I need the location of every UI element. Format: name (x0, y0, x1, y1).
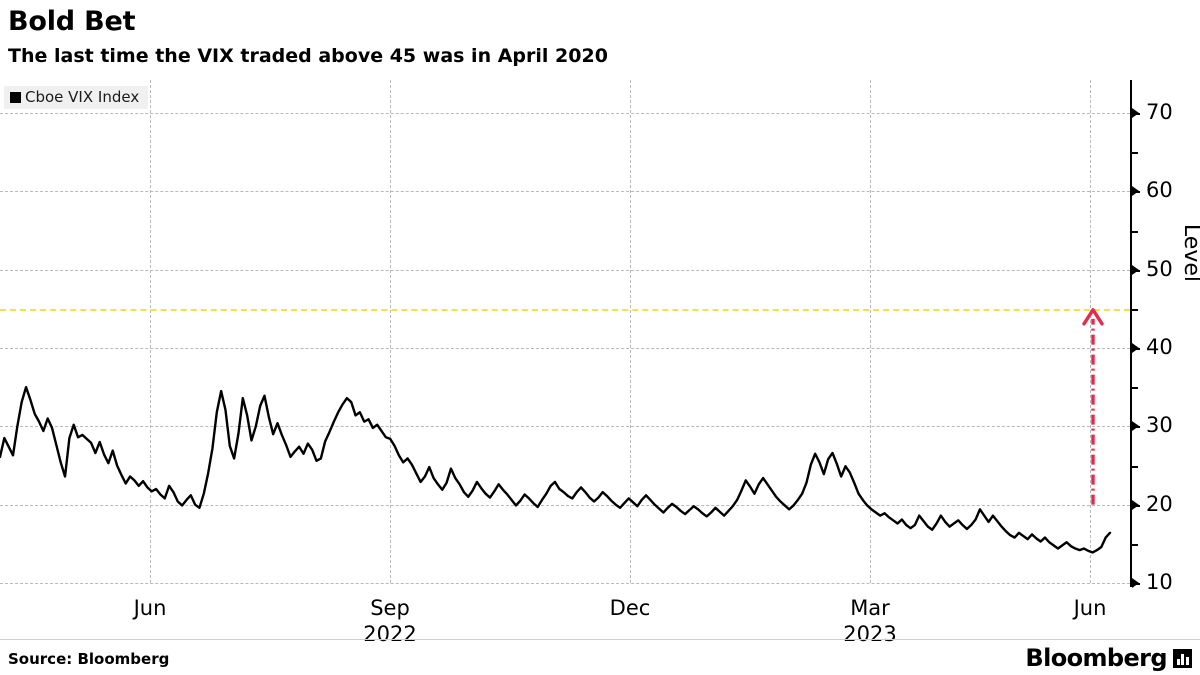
y-tick-label-30: 30 (1146, 413, 1173, 438)
y-tick-label-20: 20 (1146, 491, 1173, 516)
y-tick-minor-35 (1130, 387, 1138, 390)
gridline-v-mar-3 (870, 80, 871, 583)
y-axis-title: Level (1179, 223, 1200, 282)
y-tick-arrow-10 (1132, 578, 1139, 588)
gridline-h-10 (0, 583, 1130, 584)
y-tick-minor-25 (1130, 465, 1138, 468)
x-tick-label-4: Jun (1073, 596, 1107, 620)
y-tick-arrow-60 (1132, 186, 1139, 197)
legend-square-icon (10, 91, 21, 103)
gridline-v-dec-2 (630, 80, 631, 583)
y-tick-arrow-50 (1132, 264, 1139, 275)
y-axis-line (1130, 80, 1132, 587)
legend-item-label: Cboe VIX Index (25, 88, 140, 106)
series-line-cboe-vix-index (0, 80, 1130, 583)
source-note: Source: Bloomberg (8, 650, 170, 668)
threshold-line-45 (0, 308, 1130, 311)
gridline-h-30 (0, 426, 1130, 428)
x-tick-label-0: Jun (133, 596, 167, 620)
gridline-v-sep-1 (390, 80, 391, 583)
gridline-h-40 (0, 348, 1130, 349)
x-year-label-2023: 2023 (843, 622, 897, 646)
y-tick-label-10: 10 (1146, 570, 1173, 594)
plot-area (0, 80, 1130, 584)
y-tick-arrow-20 (1132, 499, 1139, 510)
bloomberg-brand: Bloomberg (1025, 645, 1192, 671)
y-tick-minor-65 (1130, 152, 1138, 155)
x-tick-label-3: Mar (850, 596, 890, 620)
annotation-arrow-up-icon (0, 80, 1130, 583)
bloomberg-logo-icon (1173, 648, 1192, 668)
gridline-h-20 (0, 504, 1130, 506)
gridline-v-jun-4 (1090, 80, 1091, 583)
y-tick-arrow-70 (1132, 108, 1139, 118)
y-tick-minor-45 (1130, 308, 1138, 311)
x-tick-label-1: Sep (370, 596, 410, 620)
page-subtitle: The last time the VIX traded above 45 wa… (8, 45, 608, 67)
x-tick-label-2: Dec (609, 596, 651, 620)
y-tick-minor-55 (1130, 230, 1138, 233)
chart-legend: Cboe VIX Index (4, 86, 149, 109)
bloomberg-wordmark: Bloomberg (1025, 644, 1167, 672)
gridline-h-70 (0, 113, 1130, 114)
y-tick-label-50: 50 (1146, 256, 1173, 281)
y-tick-arrow-40 (1132, 343, 1139, 353)
y-tick-label-60: 60 (1146, 178, 1173, 203)
gridline-v-jun-0 (150, 80, 151, 583)
y-tick-label-40: 40 (1146, 335, 1173, 359)
footer-divider (0, 639, 1200, 640)
page-title: Bold Bet (8, 6, 136, 37)
y-tick-label-70: 70 (1146, 100, 1173, 124)
gridline-h-60 (0, 191, 1130, 193)
x-year-label-2022: 2022 (363, 622, 417, 646)
y-tick-arrow-30 (1132, 421, 1139, 432)
y-tick-minor-15 (1130, 543, 1138, 546)
gridline-h-50 (0, 269, 1130, 271)
